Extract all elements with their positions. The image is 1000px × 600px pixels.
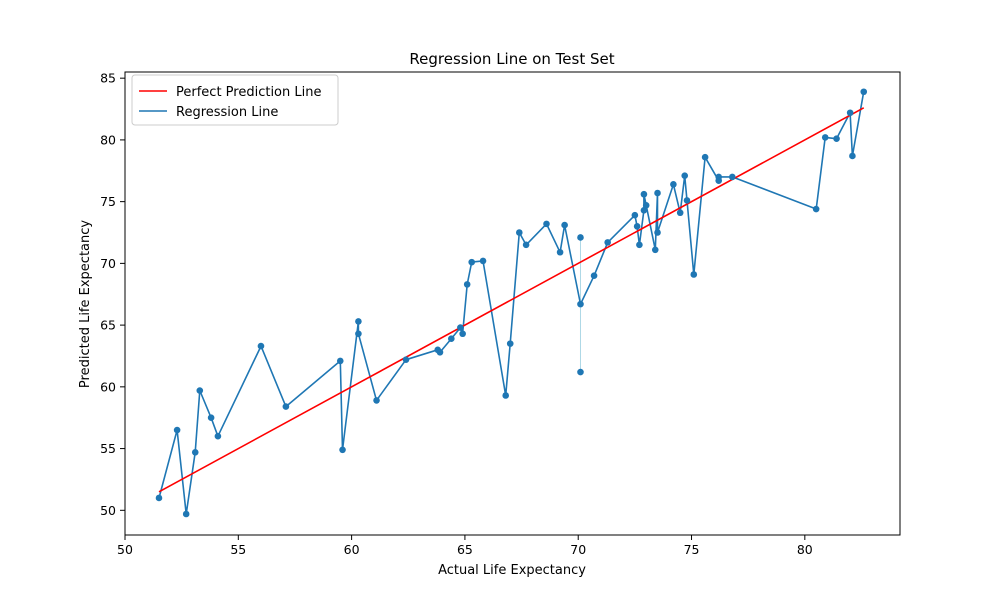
regression-point-6 — [214, 432, 222, 440]
regression-point-17 — [448, 335, 455, 342]
x-tick-label-70: 70 — [570, 542, 586, 557]
regression-point-32 — [604, 239, 611, 246]
y-tick-label-70: 70 — [100, 256, 116, 271]
regression-point-39 — [651, 246, 659, 254]
regression-point-13 — [373, 397, 380, 404]
regression-point-5 — [207, 414, 215, 422]
regression-point-7 — [257, 342, 265, 350]
regression-point-27 — [543, 220, 550, 228]
regression-point-14 — [402, 356, 410, 363]
regression-point-49 — [715, 173, 723, 181]
legend: Perfect Prediction Line Regression Line — [131, 74, 339, 126]
regression-point-24 — [506, 340, 514, 347]
chart-title: Regression Line on Test Set — [409, 50, 614, 68]
y-tick-label-65: 65 — [100, 318, 116, 333]
regression-point-47 — [701, 153, 709, 161]
regression-point-22 — [479, 257, 487, 265]
regression-point-31 — [590, 272, 598, 280]
x-tick-label-65: 65 — [457, 542, 473, 557]
regression-point-9 — [336, 357, 344, 365]
regression-point-34 — [633, 223, 641, 230]
axes-frame — [124, 71, 901, 536]
regression-point-10 — [339, 446, 346, 454]
regression-point-25 — [515, 229, 523, 236]
y-tick-label-75: 75 — [100, 194, 116, 209]
axes: 50 55 60 65 70 75 80 50 55 60 65 70 75 80 85 — [100, 71, 901, 557]
regression-point-2 — [182, 510, 190, 518]
regression-point-33 — [631, 211, 639, 219]
regression-point-30 — [577, 300, 584, 308]
x-tick-label-60: 60 — [344, 542, 360, 557]
regression-point-29 — [561, 221, 568, 229]
regression-point-53 — [833, 135, 840, 142]
y-tick-label-50: 50 — [100, 503, 116, 518]
regression-point-3 — [191, 448, 199, 456]
regression-point-43 — [676, 209, 684, 217]
regression-point-0 — [155, 494, 163, 502]
regression-point-35 — [636, 241, 643, 249]
extra-point-0 — [577, 368, 584, 376]
x-tick-label-55: 55 — [230, 542, 246, 557]
regression-line — [158, 91, 865, 515]
x-axis-label: Actual Life Expectancy — [438, 563, 586, 578]
regression-point-18 — [457, 324, 464, 331]
regression-point-38 — [642, 202, 650, 209]
legend-label-perfect-prediction: Perfect Prediction Line — [176, 85, 321, 100]
regression-point-41 — [654, 229, 661, 236]
regression-point-37 — [640, 190, 648, 198]
regression-point-50 — [729, 173, 736, 181]
extra-point-1 — [577, 234, 584, 241]
regression-point-8 — [282, 403, 290, 410]
regression-point-45 — [683, 197, 691, 204]
regression-point-44 — [681, 172, 689, 180]
regression-point-16 — [436, 348, 444, 356]
regression-point-40 — [654, 189, 661, 197]
x-tick-label-50: 50 — [117, 542, 133, 557]
regression-point-56 — [860, 88, 868, 96]
regression-point-21 — [468, 258, 476, 266]
y-tick-label-85: 85 — [100, 71, 116, 86]
regression-point-28 — [556, 248, 564, 256]
legend-frame — [131, 74, 339, 126]
regression-point-55 — [849, 152, 856, 160]
regression-point-19 — [459, 330, 466, 338]
regression-point-11 — [355, 318, 362, 325]
regression-point-26 — [522, 241, 530, 249]
regression-point-36 — [640, 206, 648, 214]
y-axis-label: Predicted Life Expectancy — [78, 220, 93, 388]
legend-label-regression: Regression Line — [176, 105, 278, 120]
regression-point-42 — [670, 181, 677, 188]
x-tick-label-75: 75 — [684, 542, 700, 557]
regression-point-51 — [812, 205, 820, 213]
regression-point-1 — [173, 426, 181, 434]
y-tick-label-60: 60 — [100, 379, 116, 394]
regression-point-23 — [502, 392, 510, 399]
regression-point-52 — [821, 134, 829, 141]
y-tick-label-55: 55 — [100, 441, 116, 456]
x-tick-label-80: 80 — [797, 542, 813, 557]
y-tick-label-80: 80 — [100, 132, 116, 147]
regression-point-20 — [463, 281, 471, 288]
regression-point-12 — [355, 330, 362, 338]
regression-point-54 — [846, 109, 854, 117]
plot-area — [155, 88, 868, 518]
perfect-prediction-line — [158, 107, 865, 493]
regression-point-4 — [196, 387, 204, 394]
regression-point-46 — [690, 271, 698, 278]
